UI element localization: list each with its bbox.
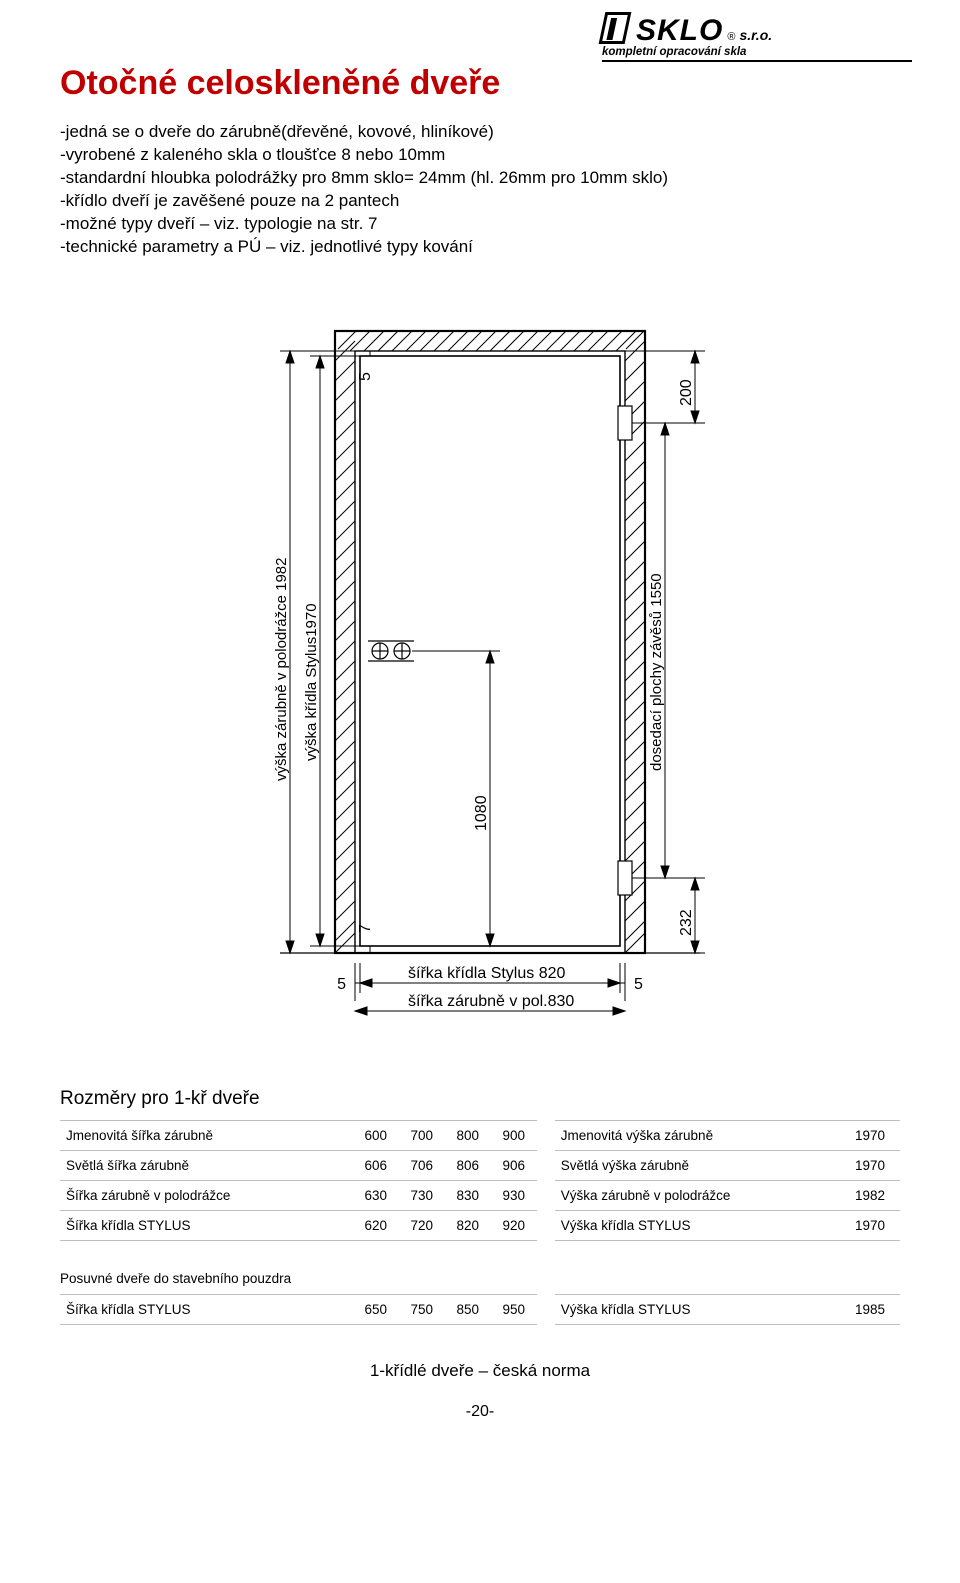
table-row: Šířka křídla STYLUS 650 750 850 950 [60, 1294, 537, 1324]
table-row: Jmenovitá výška zárubně1970 [555, 1120, 900, 1150]
figure-caption: 1-křídlé dveře – česká norma [60, 1361, 900, 1381]
table-row: Šířka zárubně v polodrážce 630 730 830 9… [60, 1180, 537, 1210]
logo-brand: SKLO [636, 14, 723, 48]
row-label: Výška křídla STYLUS [555, 1294, 840, 1324]
row-label: Výška zárubně v polodrážce [555, 1180, 840, 1210]
table-row: Šířka křídla STYLUS 620 720 820 920 [60, 1210, 537, 1240]
logo-mark-icon [599, 12, 632, 44]
page-number: -20- [60, 1403, 900, 1421]
dim-right-top: 200 [678, 379, 695, 406]
table-row: Výška křídla STYLUS1970 [555, 1210, 900, 1240]
row-label: Šířka zárubně v polodrážce [60, 1180, 353, 1210]
brand-logo: SKLO ® s.r.o. kompletní opracování skla [602, 8, 912, 62]
sliding-height-table: Výška křídla STYLUS 1985 [555, 1294, 900, 1325]
bullet-line: -jedná se o dveře do zárubně(dřevěné, ko… [60, 121, 900, 144]
dim-right-gap: 5 [634, 976, 643, 993]
row-label: Šířka křídla STYLUS [60, 1294, 353, 1324]
dim-top-gap: 5 [357, 372, 374, 381]
row-label: Šířka křídla STYLUS [60, 1210, 353, 1240]
sub-caption: Posuvné dveře do stavebního pouzdra [60, 1271, 900, 1286]
table-row: Jmenovitá šířka zárubně 600 700 800 900 [60, 1120, 537, 1150]
bullet-line: -možné typy dveří – viz. typologie na st… [60, 213, 900, 236]
dim-width-leaf: šířka křídla Stylus 820 [408, 965, 566, 982]
row-label: Světlá šířka zárubně [60, 1150, 353, 1180]
dim-left-outer: výška zárubně v polodrážce 1982 [273, 557, 290, 780]
bullet-line: -vyrobené z kaleného skla o tloušťce 8 n… [60, 144, 900, 167]
table-row: Výška zárubně v polodrážce1982 [555, 1180, 900, 1210]
logo-registered: ® [727, 31, 735, 43]
intro-text: -jedná se o dveře do zárubně(dřevěné, ko… [60, 121, 900, 259]
logo-suffix: s.r.o. [739, 27, 772, 43]
logo-tagline: kompletní opracování skla [602, 46, 912, 58]
row-label: Světlá výška zárubně [555, 1150, 840, 1180]
section-title: Rozměry pro 1-kř dveře [60, 1088, 900, 1110]
logo-underline [602, 60, 912, 62]
bullet-line: -křídlo dveří je zavěšené pouze na 2 pan… [60, 190, 900, 213]
table-row: Výška křídla STYLUS 1985 [555, 1294, 900, 1324]
row-label: Jmenovitá výška zárubně [555, 1120, 840, 1150]
dim-left-gap: 5 [337, 976, 346, 993]
widths-table: Jmenovitá šířka zárubně 600 700 800 900 … [60, 1120, 537, 1241]
row-label: Jmenovitá šířka zárubně [60, 1120, 353, 1150]
heights-table: Jmenovitá výška zárubně1970 Světlá výška… [555, 1120, 900, 1241]
bullet-line: -standardní hloubka polodrážky pro 8mm s… [60, 167, 900, 190]
dim-width-frame: šířka zárubně v pol.830 [408, 993, 574, 1010]
dim-left-inner: výška křídla Stylus1970 [303, 603, 320, 761]
table-row: Světlá šířka zárubně 606 706 806 906 [60, 1150, 537, 1180]
door-technical-drawing: 5 7 výška zárubně v polodrážce 1982 výšk… [220, 301, 740, 1061]
page-title: Otočné celoskleněné dveře [60, 64, 900, 103]
row-label: Výška křídla STYLUS [555, 1210, 840, 1240]
table-row: Světlá výška zárubně1970 [555, 1150, 900, 1180]
dim-center: 1080 [473, 795, 490, 831]
dim-right-bottom: 232 [678, 909, 695, 936]
dim-right-inner: dosedací plochy závěsů 1550 [648, 573, 665, 771]
dim-bottom-gap: 7 [357, 924, 374, 933]
bullet-line: -technické parametry a PÚ – viz. jednotl… [60, 236, 900, 259]
sliding-width-table: Šířka křídla STYLUS 650 750 850 950 [60, 1294, 537, 1325]
